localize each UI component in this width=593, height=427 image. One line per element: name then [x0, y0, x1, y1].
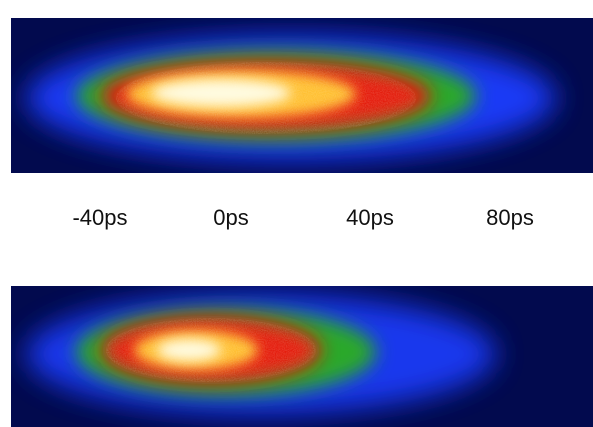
heatmap-top [11, 18, 593, 173]
tick-label: 0ps [213, 205, 249, 230]
time-axis: -40ps 0ps 40ps 80ps [0, 205, 593, 245]
tick-label: -40ps [72, 205, 128, 230]
streak-image-bottom [11, 286, 593, 427]
streak-image-top [11, 18, 593, 173]
tick-label: 80ps [486, 205, 534, 230]
heatmap-bottom [11, 286, 593, 427]
tick-label: 40ps [346, 205, 394, 230]
